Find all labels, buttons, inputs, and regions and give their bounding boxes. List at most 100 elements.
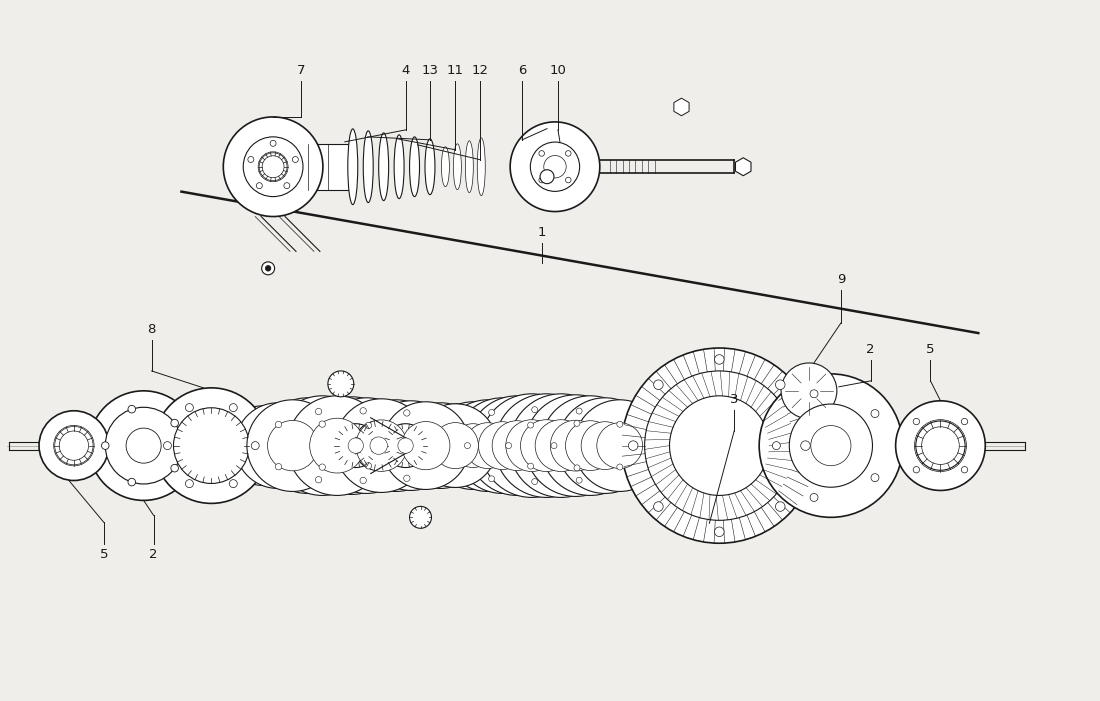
Circle shape: [319, 464, 326, 470]
Text: 4: 4: [402, 64, 410, 77]
Circle shape: [275, 421, 282, 428]
Circle shape: [543, 156, 566, 178]
Circle shape: [409, 506, 431, 529]
Circle shape: [382, 402, 470, 489]
Circle shape: [597, 423, 642, 468]
Circle shape: [492, 421, 542, 470]
Text: 11: 11: [447, 64, 464, 77]
Circle shape: [520, 420, 572, 472]
Circle shape: [574, 421, 580, 426]
Circle shape: [348, 438, 363, 454]
Circle shape: [170, 419, 178, 427]
Ellipse shape: [409, 137, 419, 196]
Circle shape: [267, 421, 318, 471]
Circle shape: [790, 404, 872, 487]
Circle shape: [398, 438, 414, 454]
Circle shape: [316, 477, 322, 483]
Circle shape: [89, 391, 198, 501]
Circle shape: [531, 479, 538, 484]
Circle shape: [293, 156, 298, 163]
Circle shape: [574, 465, 580, 471]
Circle shape: [256, 183, 262, 189]
Circle shape: [366, 401, 455, 491]
Circle shape: [241, 423, 285, 468]
Circle shape: [334, 399, 428, 492]
Circle shape: [260, 153, 287, 181]
Circle shape: [154, 388, 270, 503]
Circle shape: [164, 442, 172, 449]
Text: 7: 7: [297, 64, 305, 77]
Text: 9: 9: [837, 273, 845, 286]
Circle shape: [645, 371, 794, 520]
Circle shape: [351, 400, 442, 491]
Circle shape: [506, 442, 512, 449]
Circle shape: [916, 421, 965, 470]
Circle shape: [961, 418, 968, 425]
Circle shape: [581, 422, 629, 470]
Circle shape: [254, 422, 301, 469]
Circle shape: [478, 422, 526, 470]
Circle shape: [386, 421, 436, 470]
Text: 12: 12: [472, 64, 488, 77]
Circle shape: [621, 348, 817, 543]
Ellipse shape: [378, 133, 388, 200]
Circle shape: [360, 407, 366, 414]
Circle shape: [961, 467, 968, 473]
Ellipse shape: [441, 147, 450, 186]
Text: 6: 6: [518, 64, 526, 77]
Circle shape: [186, 479, 194, 488]
Circle shape: [284, 183, 289, 189]
Circle shape: [170, 464, 178, 472]
Circle shape: [451, 423, 495, 468]
Circle shape: [265, 266, 271, 271]
Circle shape: [319, 421, 326, 428]
Circle shape: [576, 408, 582, 414]
Circle shape: [404, 410, 410, 416]
Circle shape: [540, 170, 554, 184]
Circle shape: [558, 397, 653, 494]
Circle shape: [273, 396, 372, 496]
Circle shape: [355, 420, 407, 471]
Circle shape: [510, 122, 600, 212]
Circle shape: [101, 442, 109, 449]
Circle shape: [781, 363, 837, 418]
Ellipse shape: [363, 131, 373, 203]
Circle shape: [319, 397, 415, 494]
Circle shape: [275, 463, 282, 470]
Circle shape: [530, 142, 580, 191]
Circle shape: [304, 397, 400, 494]
Circle shape: [365, 422, 372, 428]
Circle shape: [871, 474, 879, 482]
Circle shape: [402, 421, 450, 470]
Text: 1: 1: [538, 226, 547, 240]
Circle shape: [454, 397, 550, 494]
Circle shape: [438, 425, 480, 467]
Text: 2: 2: [150, 548, 157, 562]
Circle shape: [465, 423, 510, 468]
Circle shape: [262, 262, 275, 275]
Circle shape: [246, 400, 339, 491]
Circle shape: [428, 442, 433, 449]
Circle shape: [715, 527, 724, 536]
Circle shape: [895, 401, 986, 491]
Text: 5: 5: [99, 548, 108, 562]
Circle shape: [365, 463, 372, 469]
Circle shape: [525, 395, 627, 496]
Circle shape: [442, 400, 534, 491]
Circle shape: [186, 404, 194, 411]
Ellipse shape: [394, 135, 404, 198]
Circle shape: [39, 411, 109, 480]
Circle shape: [565, 151, 571, 156]
Circle shape: [801, 441, 811, 451]
Circle shape: [670, 396, 769, 496]
Circle shape: [328, 371, 354, 397]
Bar: [273, 144, 353, 190]
Circle shape: [128, 405, 135, 413]
Circle shape: [550, 420, 601, 471]
Circle shape: [913, 418, 920, 425]
Circle shape: [871, 409, 879, 418]
Circle shape: [488, 476, 495, 482]
Circle shape: [417, 422, 464, 469]
Circle shape: [540, 396, 640, 496]
Text: 5: 5: [926, 343, 935, 356]
